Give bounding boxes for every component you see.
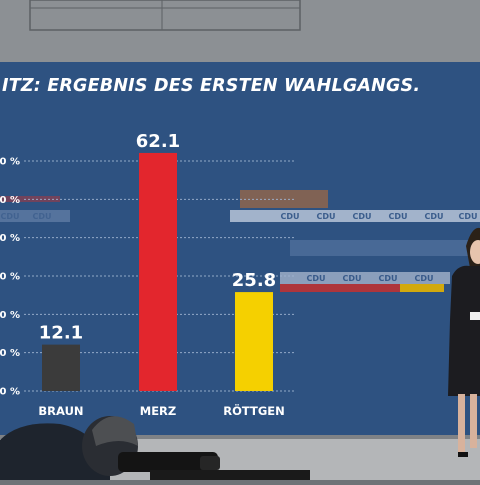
camera-body [118, 452, 218, 472]
y-tick-label-0: 0 % [0, 387, 20, 398]
logo-strip-left [0, 210, 70, 222]
foreground-camera-operator [0, 416, 310, 480]
presenter-shoe [458, 452, 468, 457]
category-label-merz: MERZ [140, 404, 177, 418]
bar-röttgen [235, 292, 273, 391]
presenter-leg-left [458, 394, 465, 452]
cdu-logo-7: CDU [424, 212, 443, 221]
cdu-logo-2: CDU [32, 212, 51, 221]
operator-hair [92, 416, 138, 446]
cdu-logo-11: CDU [378, 274, 397, 283]
results-chart: 0 % 10 % 20 % 30 % 40 % 50 % 60 % 12.1 BRAUN 62.1… [0, 131, 296, 418]
bar-braun [42, 344, 80, 391]
back-wall [0, 0, 480, 62]
y-tick-label-50: 50 % [0, 195, 20, 206]
operator-shoulders [0, 423, 110, 480]
bar-merz [139, 152, 177, 391]
category-label-röttgen: RÖTTGEN [223, 403, 285, 418]
logo-strip-lower [280, 272, 450, 284]
cdu-logo-12: CDU [414, 274, 433, 283]
value-label-röttgen: 25.8 [232, 270, 276, 291]
logo-strip-upper [230, 210, 480, 222]
logo-strip-gold [400, 284, 444, 292]
camera-rig [150, 470, 310, 480]
presenter-face [470, 240, 480, 264]
y-tick-label-30: 30 % [0, 272, 20, 283]
y-tick-label-40: 40 % [0, 233, 20, 244]
logo-strip-red [280, 284, 400, 292]
value-label-braun: 12.1 [39, 323, 83, 344]
stage-floor-edge [0, 435, 480, 439]
y-tick-label-20: 20 % [0, 310, 20, 321]
logo-strip-middle [290, 240, 480, 256]
cdu-logo-8: CDU [458, 212, 477, 221]
value-label-merz: 62.1 [136, 131, 180, 152]
cdu-logo-3: CDU [280, 212, 299, 221]
wall-panel-frame [29, 0, 301, 31]
y-tick-label-60: 60 % [0, 157, 20, 168]
cdu-logo-6: CDU [388, 212, 407, 221]
presenter-body [448, 265, 480, 396]
cdu-logo-9: CDU [306, 274, 325, 283]
y-tick-label-10: 10 % [0, 348, 20, 359]
chart-title: ITZ: ERGEBNIS DES ERSTEN WAHLGANGS. [2, 76, 421, 96]
cdu-logo-10: CDU [342, 274, 361, 283]
presenter-cards [470, 312, 480, 320]
cdu-logo-1: CDU [0, 212, 19, 221]
cdu-logo-4: CDU [316, 212, 335, 221]
presenter-leg-right [470, 394, 477, 448]
cdu-logo-5: CDU [352, 212, 371, 221]
category-label-braun: BRAUN [38, 404, 83, 418]
camera-lens [200, 456, 220, 470]
presenter-figure [448, 227, 480, 457]
cdu-logos: CDU CDU CDU CDU CDU CDU CDU CDU CDU CDU CDU CDU [0, 212, 477, 283]
